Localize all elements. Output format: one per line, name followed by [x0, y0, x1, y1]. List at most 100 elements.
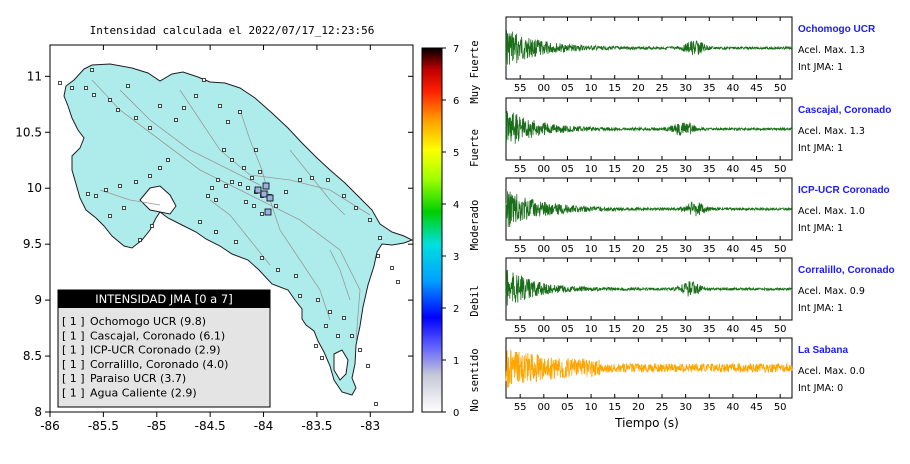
waveform-tick-label: 25: [656, 83, 669, 94]
station-marker: [230, 180, 234, 184]
waveform-trace: [505, 30, 793, 66]
waveform-tick-label: 10: [585, 164, 598, 175]
waveform-tick-label: 45: [750, 83, 763, 94]
station-marker: [298, 178, 302, 182]
waveform-tick-label: 55: [514, 83, 527, 94]
station-marker: [246, 186, 250, 190]
station-marker: [238, 110, 242, 114]
station-marker: [328, 310, 332, 314]
waveform-tick-label: 55: [514, 244, 527, 255]
station-jma: Int JMA: 1: [798, 62, 843, 73]
colorbar-level-label: Moderado: [469, 200, 481, 251]
station-marker: [174, 118, 178, 122]
station-pga: Acel. Max. 1.3: [798, 126, 865, 137]
legend-item-jma: [ 1 ]: [62, 387, 85, 400]
waveform-panels: 55 00 05 10 15 20 25 30 35 40 45 50 Ochomogo UCR Acel…: [505, 16, 895, 413]
costa-rica-land: [63, 63, 414, 396]
colorbar: 0 1 2 3 4 5 6 7 No sentido Debil Moderado Fuerte Mu…: [421, 40, 481, 419]
station-marker: [260, 256, 264, 260]
colorbar-scale: [421, 47, 443, 413]
waveform-tick-label: 10: [585, 83, 598, 94]
station-marker: [134, 180, 138, 184]
station-marker: [358, 348, 362, 352]
colorbar-labels: No sentido Debil Moderado Fuerte Muy Fuerte: [469, 40, 481, 411]
waveform-xlabel: Tiempo (s): [614, 416, 679, 430]
station-marker: [316, 298, 320, 302]
station-marker: [336, 334, 340, 338]
station-jma: Int JMA: 1: [798, 223, 843, 234]
waveform-tick-label: 25: [656, 402, 669, 413]
felt-station-marker: [264, 208, 272, 216]
map-x-tick-label: -85.5: [88, 419, 119, 433]
waveform-tick-label: 10: [585, 244, 598, 255]
felt-station-marker: [266, 194, 274, 202]
waveform-tick-label: 50: [774, 402, 787, 413]
station-marker: [86, 192, 90, 196]
station-marker: [390, 266, 394, 270]
station-marker: [158, 166, 162, 170]
station-marker: [354, 206, 358, 210]
station-marker: [218, 104, 222, 108]
station-marker: [254, 148, 258, 152]
station-marker: [224, 184, 228, 188]
station-marker: [276, 268, 280, 272]
waveform-trace: [505, 191, 793, 228]
waveform-panel: 55 00 05 10 15 20 25 30 35 40 45 50 ICP-UCR Coronado…: [505, 177, 890, 255]
legend-item: [ 1 ] Cascajal, Coronado (6.1): [62, 329, 225, 342]
station-name: Cascajal, Coronado: [798, 105, 891, 116]
station-name: Ochomogo UCR: [798, 24, 876, 35]
station-marker: [118, 184, 122, 188]
station-marker: [194, 94, 198, 98]
waveform-tick-label: 30: [679, 244, 692, 255]
waveform-tick-label: 40: [727, 402, 740, 413]
station-marker: [342, 316, 346, 320]
waveform-tick-label: 20: [632, 244, 645, 255]
waveform-tick-label: 25: [656, 324, 669, 335]
waveform-tick-label: 15: [608, 244, 621, 255]
station-marker: [310, 176, 314, 180]
legend-item-jma: [ 1 ]: [62, 344, 85, 357]
legend-item: [ 1 ] ICP-UCR Coronado (2.9): [62, 344, 221, 357]
waveform-panel: 55 00 05 10 15 20 25 30 35 40 45 50 Ochomogo UCR Acel…: [505, 16, 876, 94]
station-marker: [378, 236, 382, 240]
waveform-tick-label: 30: [679, 402, 692, 413]
map-x-axis: -86 -85.5 -85 -84.5 -84 -83.5 -83: [40, 45, 380, 433]
waveform-trace: [505, 110, 793, 144]
station-marker: [206, 194, 210, 198]
station-marker: [222, 148, 226, 152]
waveform-tick-label: 00: [537, 244, 550, 255]
station-marker: [226, 120, 230, 124]
station-marker: [214, 198, 218, 202]
station-marker: [182, 106, 186, 110]
legend-item-jma: [ 1 ]: [62, 329, 85, 342]
station-marker: [230, 158, 234, 162]
station-marker: [214, 230, 218, 234]
station-name: ICP-UCR Coronado: [798, 185, 890, 196]
station-marker: [298, 294, 302, 298]
colorbar-tick-label: 4: [453, 200, 459, 211]
station-marker: [166, 158, 170, 162]
waveform-tick-label: 40: [727, 83, 740, 94]
legend-title: INTENSIDAD JMA [0 a 7]: [95, 292, 232, 306]
station-pga: Acel. Max. 1.0: [798, 206, 865, 217]
station-marker: [284, 190, 288, 194]
legend-item-label: Agua Caliente (2.9): [90, 387, 197, 400]
station-marker: [274, 204, 278, 208]
waveform-tick-label: 45: [750, 402, 763, 413]
waveform-tick-label: 50: [774, 164, 787, 175]
waveform-tick-label: 55: [514, 402, 527, 413]
station-marker: [234, 240, 238, 244]
station-marker: [90, 68, 94, 72]
legend-item-jma: [ 1 ]: [62, 372, 85, 385]
station-marker: [104, 188, 108, 192]
station-marker: [122, 206, 126, 210]
legend-item-label: Paraiso UCR (3.7): [90, 372, 186, 385]
map-y-tick-label: 10.5: [15, 125, 42, 139]
map-y-tick-label: 9: [34, 293, 42, 307]
colorbar-tick-label: 3: [453, 252, 459, 263]
map-y-tick-label: 9.5: [23, 237, 42, 251]
station-marker: [210, 186, 214, 190]
station-marker: [94, 194, 98, 198]
station-marker: [342, 194, 346, 198]
